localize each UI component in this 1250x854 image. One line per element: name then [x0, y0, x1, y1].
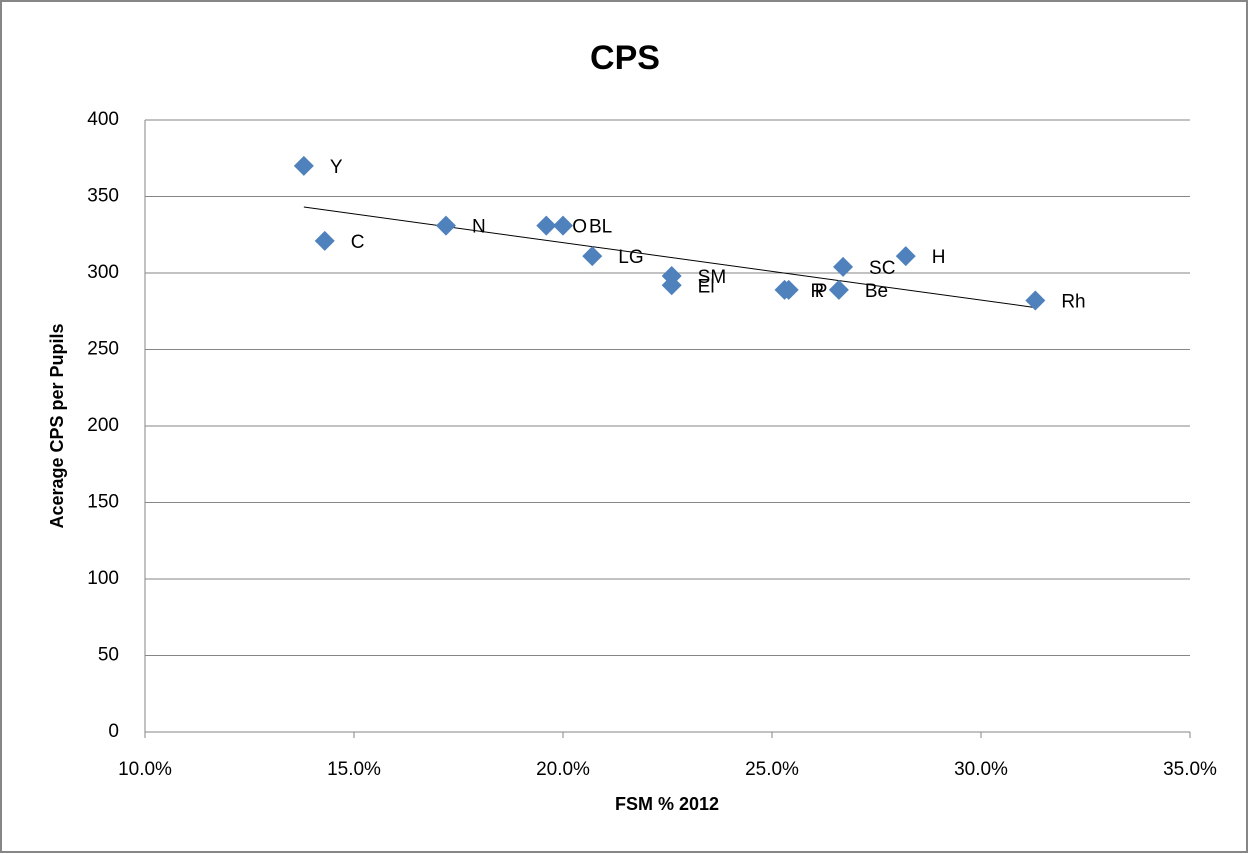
x-tick-label: 20.0%	[536, 759, 590, 780]
data-point	[536, 215, 557, 236]
data-point	[553, 215, 573, 236]
x-tick-label: 25.0%	[745, 759, 799, 780]
x-tick-label: 10.0%	[118, 759, 172, 780]
data-point	[1025, 290, 1046, 311]
y-tick-label: 300	[87, 262, 119, 283]
point-label: C	[351, 232, 365, 253]
point-label: SC	[869, 258, 895, 279]
data-point	[828, 279, 849, 300]
data-point	[661, 275, 682, 296]
point-label: P	[815, 281, 828, 302]
point-label: R	[811, 281, 825, 302]
y-tick-label: 50	[98, 645, 119, 666]
point-label: N	[472, 217, 486, 238]
data-point	[778, 279, 799, 300]
y-tick-label: 200	[87, 415, 119, 436]
x-axis-title: FSM % 2012	[615, 794, 719, 814]
point-label: BL	[589, 217, 612, 238]
data-point	[833, 256, 854, 277]
point-label: O	[572, 217, 587, 238]
x-tick-label: 15.0%	[327, 759, 381, 780]
chart-title: CPS	[590, 39, 660, 77]
point-label: LG	[618, 247, 643, 268]
x-tick-label: 35.0%	[1163, 759, 1217, 780]
point-label: Rh	[1061, 292, 1085, 313]
data-point	[895, 246, 916, 267]
point-label: SM	[698, 267, 727, 288]
y-tick-label: 350	[87, 186, 119, 207]
data-point	[582, 246, 603, 267]
point-label: H	[932, 247, 946, 268]
point-label: El	[698, 276, 715, 297]
data-point	[293, 155, 314, 176]
point-label: Be	[865, 281, 888, 302]
data-point	[314, 230, 335, 251]
data-point	[435, 215, 456, 236]
y-tick-label: 100	[87, 568, 119, 589]
y-axis-title: Acerage CPS per Pupils	[47, 323, 67, 528]
trendline	[303, 206, 1036, 309]
y-tick-label: 150	[87, 492, 119, 513]
y-tick-label: 400	[87, 109, 119, 130]
y-tick-label: 250	[87, 339, 119, 360]
point-label: Y	[330, 157, 343, 178]
x-tick-label: 30.0%	[954, 759, 1008, 780]
y-tick-label: 0	[108, 721, 119, 742]
